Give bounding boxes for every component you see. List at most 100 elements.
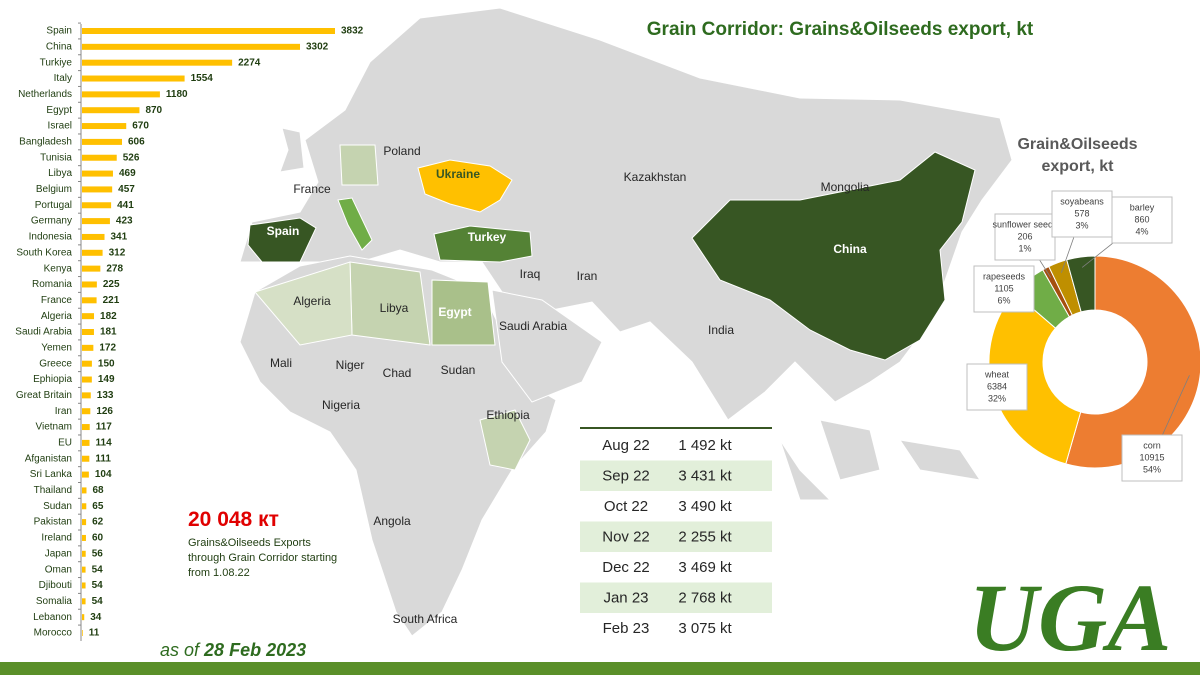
category-label: Kenya (44, 263, 73, 274)
map-label: Poland (383, 144, 420, 158)
land (279, 127, 305, 173)
bar (82, 534, 86, 541)
slice-category: barley (1130, 202, 1155, 212)
slice-value: 1105 (994, 283, 1013, 293)
land (779, 419, 982, 501)
category-label: Bangladesh (19, 137, 72, 148)
as-of-prefix: as of (160, 640, 200, 660)
map-label: India (708, 323, 734, 337)
category-label: Turkiye (40, 57, 73, 68)
bar (82, 154, 117, 161)
value-label: 34 (90, 612, 102, 623)
bar (82, 202, 112, 209)
logo: UGA (969, 564, 1172, 671)
slice-share: 1% (1018, 243, 1031, 253)
bar (82, 265, 101, 272)
value-label: 341 (111, 232, 128, 243)
map-label: Libya (380, 301, 409, 315)
category-label: Pakistan (34, 517, 72, 528)
category-label: Romania (32, 279, 72, 290)
value-label: 526 (123, 152, 140, 163)
table-month: Feb 23 (603, 620, 650, 637)
value-label: 62 (92, 517, 104, 528)
value-label: 117 (96, 422, 113, 433)
map-label: France (293, 182, 331, 196)
bar (82, 233, 105, 240)
category-label: Vietnam (35, 422, 72, 433)
bar (82, 630, 83, 636)
slice-category: wheat (984, 369, 1010, 379)
category-label: Great Britain (16, 390, 72, 401)
value-label: 1180 (166, 89, 188, 100)
map-label: Iraq (520, 267, 541, 281)
category-label: Morocco (34, 628, 73, 639)
as-of: as of 28 Feb 2023 (160, 640, 306, 661)
bar (82, 392, 91, 399)
table-value: 3 431 kt (678, 467, 732, 484)
bar (82, 503, 87, 510)
map-label: Angola (373, 514, 411, 528)
table-value: 3 490 kt (678, 498, 732, 515)
bar (82, 297, 97, 304)
bar (82, 408, 91, 415)
value-label: 60 (92, 533, 104, 544)
category-label: Egypt (46, 105, 72, 116)
land (417, 159, 513, 213)
value-label: 126 (96, 406, 113, 417)
category-label: Ireland (41, 533, 72, 544)
category-label: Lebanon (33, 612, 72, 623)
label-box (1051, 190, 1113, 238)
table-month: Aug 22 (602, 437, 650, 454)
slice-share: 32% (988, 393, 1006, 403)
category-label: Indonesia (29, 232, 73, 243)
value-label: 2274 (238, 57, 261, 68)
map-label: Chad (383, 366, 412, 380)
bar (82, 107, 140, 114)
category-label: South Korea (16, 247, 72, 258)
bar (82, 75, 185, 82)
value-label: 54 (92, 596, 104, 607)
map-label: China (833, 242, 867, 256)
map-label: Spain (267, 224, 300, 238)
value-label: 870 (145, 105, 162, 116)
value-label: 114 (96, 438, 113, 449)
map-label: Nigeria (322, 398, 360, 412)
category-label: Israel (48, 121, 72, 132)
bar (82, 439, 90, 446)
table-month: Jan 23 (603, 589, 648, 606)
category-label: Sri Lanka (30, 469, 73, 480)
map-label: Niger (336, 358, 365, 372)
value-label: 1554 (191, 73, 214, 84)
bar (82, 313, 95, 320)
bar (82, 329, 94, 335)
category-label: EU (58, 438, 72, 449)
category-label: Algeria (41, 311, 73, 322)
category-label: Djibouti (39, 580, 72, 591)
land (433, 225, 533, 263)
total-caption: Grains&Oilseeds Exports through Grain Co… (188, 537, 338, 579)
value-label: 182 (100, 311, 117, 322)
category-label: Oman (45, 564, 72, 575)
bar (82, 424, 90, 431)
slice-category: soyabeans (1060, 196, 1104, 206)
map-label: Saudi Arabia (499, 319, 567, 333)
value-label: 133 (97, 390, 114, 401)
value-label: 469 (119, 168, 136, 179)
table-value: 2 768 kt (678, 589, 732, 606)
pie-title: Grain&Oilseeds export, kt (1017, 136, 1138, 175)
bar (82, 471, 89, 478)
bar (82, 91, 160, 98)
value-label: 278 (106, 263, 123, 274)
land (431, 279, 496, 346)
land (239, 255, 557, 637)
category-label: Somalia (36, 596, 73, 607)
category-label: Spain (46, 26, 72, 37)
table-row-bg (580, 582, 772, 613)
value-label: 225 (103, 279, 120, 290)
slice-value: 10915 (1139, 452, 1164, 462)
bar (82, 487, 87, 494)
bar (82, 455, 90, 462)
bar (82, 249, 103, 256)
value-label: 606 (128, 137, 145, 148)
